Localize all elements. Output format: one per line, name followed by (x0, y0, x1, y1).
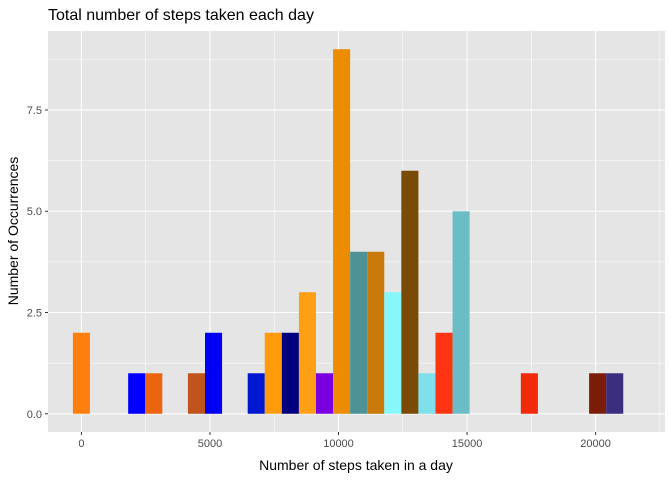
histogram-bar (452, 211, 470, 414)
histogram-bar (72, 332, 90, 414)
histogram-bar (401, 170, 419, 414)
y-tick-label: 7.5 (27, 105, 42, 117)
histogram-bar (418, 373, 436, 414)
y-axis-ticks: 0.0 2.5 5.0 7.5 (27, 105, 48, 421)
histogram-bar (205, 332, 223, 414)
histogram-bar (247, 373, 265, 414)
histogram-bar (187, 373, 206, 414)
histogram-bar (264, 332, 282, 414)
x-axis-ticks: 0 5000 10000 15000 20000 (78, 432, 611, 450)
chart-title: Total number of steps taken each day (48, 7, 314, 24)
histogram-bar (350, 251, 368, 414)
y-tick-label: 5.0 (27, 206, 42, 218)
x-tick-label: 15000 (452, 438, 483, 450)
y-axis-title: Number of Occurrences (5, 157, 21, 306)
x-tick-label: 0 (78, 438, 84, 450)
x-tick-label: 5000 (198, 438, 222, 450)
histogram-bar (128, 373, 146, 414)
y-tick-label: 0.0 (27, 409, 42, 421)
histogram-bar (606, 373, 624, 414)
histogram-bars (72, 49, 624, 414)
histogram-bar (333, 49, 351, 414)
histogram-bar (298, 292, 316, 414)
histogram-bar (315, 373, 334, 414)
y-tick-label: 2.5 (27, 308, 42, 320)
x-tick-label: 10000 (323, 438, 354, 450)
histogram-bar (435, 332, 453, 414)
histogram-bar (520, 373, 538, 414)
histogram-bar (384, 292, 402, 414)
histogram-bar (589, 373, 607, 414)
histogram-bar (145, 373, 163, 414)
histogram-bar (367, 251, 385, 414)
x-tick-label: 20000 (580, 438, 611, 450)
histogram-bar (281, 332, 299, 414)
x-axis-title: Number of steps taken in a day (259, 457, 453, 473)
